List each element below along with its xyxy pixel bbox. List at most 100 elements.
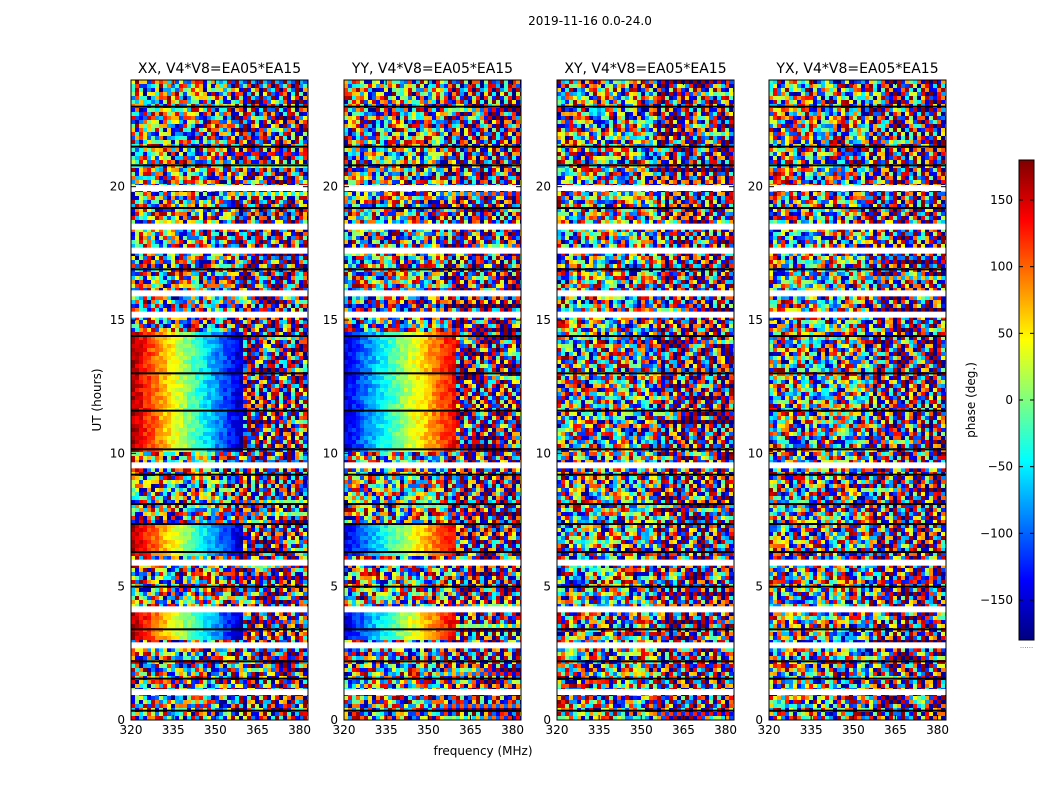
phase-cell — [247, 88, 251, 92]
phase-cell — [235, 420, 239, 424]
phase-cell — [147, 376, 151, 380]
phase-cell — [187, 228, 191, 232]
phase-cell — [271, 84, 275, 88]
phase-cell — [303, 156, 307, 160]
phase-cell — [223, 452, 227, 456]
phase-cell — [191, 348, 195, 352]
phase-cell — [255, 484, 259, 488]
phase-cell — [287, 220, 291, 224]
phase-cell — [235, 132, 239, 136]
phase-cell — [179, 216, 183, 220]
phase-cell — [147, 100, 151, 104]
phase-cell — [303, 88, 307, 92]
phase-cell — [243, 240, 247, 244]
phase-cell — [147, 492, 151, 496]
phase-cell — [303, 436, 307, 440]
phase-cell — [131, 328, 135, 332]
phase-cell — [199, 272, 203, 276]
phase-cell — [219, 468, 223, 472]
phase-cell — [291, 204, 295, 208]
phase-cell — [151, 272, 155, 276]
phase-cell — [151, 392, 155, 396]
phase-cell — [231, 444, 235, 448]
phase-cell — [271, 428, 275, 432]
phase-cell — [167, 324, 171, 328]
phase-cell — [167, 148, 171, 152]
phase-cell — [283, 488, 287, 492]
phase-cell — [287, 468, 291, 472]
phase-cell — [255, 508, 259, 512]
phase-cell — [279, 180, 283, 184]
phase-cell — [283, 304, 287, 308]
phase-cell — [231, 136, 235, 140]
phase-cell — [279, 400, 283, 404]
phase-cell — [167, 124, 171, 128]
phase-cell — [219, 256, 223, 260]
phase-cell — [143, 388, 147, 392]
phase-cell — [295, 192, 299, 196]
phase-cell — [147, 300, 151, 304]
phase-cell — [147, 364, 151, 368]
phase-cell — [155, 276, 159, 280]
phase-cell — [147, 488, 151, 492]
phase-cell — [183, 392, 187, 396]
phase-cell — [223, 412, 227, 416]
phase-cell — [175, 244, 179, 248]
phase-cell — [239, 340, 243, 344]
phase-cell — [259, 320, 263, 324]
phase-cell — [199, 180, 203, 184]
phase-cell — [199, 384, 203, 388]
phase-cell — [219, 316, 223, 320]
phase-cell — [199, 428, 203, 432]
phase-cell — [175, 136, 179, 140]
phase-cell — [147, 344, 151, 348]
phase-cell — [167, 468, 171, 472]
phase-cell — [143, 340, 147, 344]
phase-cell — [239, 156, 243, 160]
phase-cell — [283, 192, 287, 196]
phase-cell — [255, 96, 259, 100]
phase-cell — [223, 484, 227, 488]
phase-cell — [147, 336, 151, 340]
phase-cell — [279, 128, 283, 132]
phase-cell — [167, 356, 171, 360]
phase-cell — [259, 376, 263, 380]
phase-cell — [159, 496, 163, 500]
phase-cell — [159, 220, 163, 224]
phase-cell — [207, 516, 211, 520]
phase-cell — [255, 368, 259, 372]
phase-cell — [215, 384, 219, 388]
phase-cell — [215, 348, 219, 352]
phase-cell — [191, 500, 195, 504]
phase-cell — [271, 388, 275, 392]
phase-cell — [159, 356, 163, 360]
phase-cell — [223, 160, 227, 164]
phase-cell — [275, 296, 279, 300]
phase-cell — [203, 264, 207, 268]
phase-cell — [259, 276, 263, 280]
phase-cell — [187, 208, 191, 212]
phase-cell — [175, 240, 179, 244]
phase-cell — [207, 508, 211, 512]
phase-cell — [227, 468, 231, 472]
phase-cell — [251, 484, 255, 488]
phase-cell — [231, 208, 235, 212]
phase-cell — [135, 316, 139, 320]
phase-cell — [171, 256, 175, 260]
phase-cell — [199, 352, 203, 356]
phase-cell — [139, 156, 143, 160]
phase-cell — [267, 316, 271, 320]
phase-cell — [267, 456, 271, 460]
phase-cell — [287, 368, 291, 372]
phase-cell — [163, 272, 167, 276]
phase-cell — [143, 492, 147, 496]
phase-cell — [267, 516, 271, 520]
phase-cell — [159, 228, 163, 232]
phase-cell — [267, 108, 271, 112]
phase-cell — [235, 160, 239, 164]
phase-cell — [291, 116, 295, 120]
phase-cell — [183, 452, 187, 456]
phase-cell — [283, 456, 287, 460]
phase-cell — [207, 344, 211, 348]
phase-cell — [175, 92, 179, 96]
